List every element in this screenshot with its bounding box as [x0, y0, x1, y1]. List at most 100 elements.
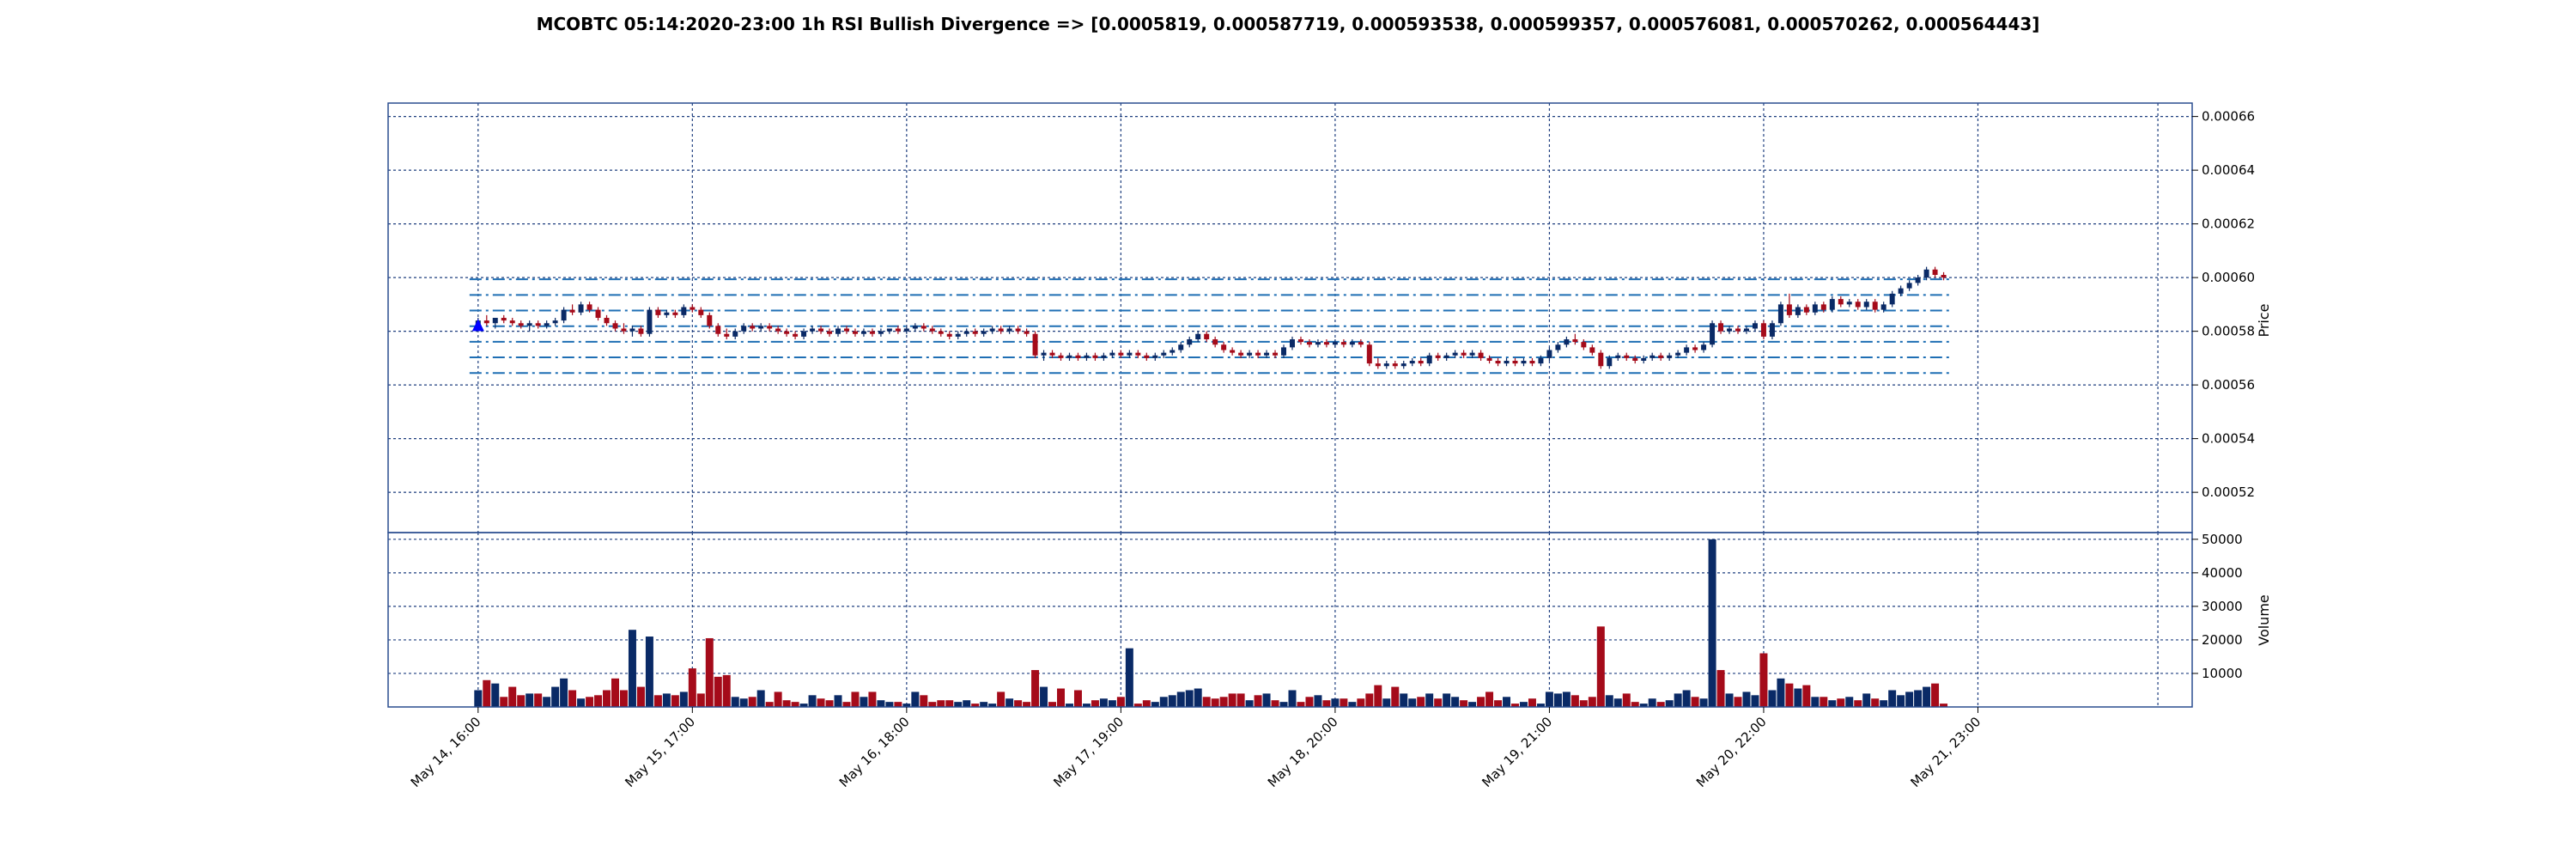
volume-bar	[1194, 688, 1202, 707]
volume-bar	[1691, 697, 1699, 707]
volume-bar	[1005, 698, 1014, 707]
candle-body	[1161, 352, 1167, 356]
volume-bar	[1734, 697, 1742, 707]
volume-bar	[1888, 690, 1897, 707]
volume-bar	[1468, 702, 1477, 707]
volume-bar	[1613, 698, 1622, 707]
candle-body	[578, 304, 584, 313]
volume-bar	[1211, 698, 1219, 707]
candle-body	[1649, 355, 1656, 358]
volume-bar	[963, 700, 971, 707]
volume-bar	[902, 704, 911, 707]
volume-bar	[543, 697, 551, 707]
candle-body	[1735, 328, 1741, 332]
candle-body	[1297, 339, 1303, 343]
candle-body	[492, 318, 498, 324]
candle-body	[629, 328, 635, 332]
volume-bar	[1357, 698, 1365, 707]
price-tick-label: 0.00062	[2202, 216, 2255, 232]
candle-body	[552, 320, 558, 324]
volume-bar	[774, 691, 782, 707]
candle-body	[647, 309, 653, 334]
volume-bar	[997, 691, 1005, 707]
volume-bar	[1768, 690, 1777, 707]
volume-bar	[551, 686, 560, 707]
volume-bar	[1331, 698, 1340, 707]
volume-bar	[1228, 693, 1236, 707]
volume-bar	[1288, 690, 1297, 707]
candle-body	[1006, 328, 1012, 332]
volume-bar	[636, 686, 645, 707]
candle-body	[1273, 352, 1279, 356]
volume-bar	[1133, 704, 1142, 707]
volume-bar	[500, 697, 508, 707]
candle-body	[732, 331, 738, 337]
candle-body	[1641, 357, 1647, 361]
candle-body	[946, 333, 952, 337]
price-tick-label: 0.00054	[2202, 431, 2255, 447]
candle-body	[1195, 333, 1201, 339]
candle-body	[1170, 350, 1176, 353]
candle-body	[518, 323, 524, 326]
volume-bar	[1048, 702, 1057, 707]
candle-body	[1743, 328, 1749, 332]
candle-body	[920, 326, 927, 329]
volume-bar	[868, 691, 877, 707]
candle-body	[1264, 352, 1270, 356]
volume-bar	[980, 702, 988, 707]
volume-tick-label: 40000	[2202, 565, 2243, 581]
volume-bar	[611, 678, 619, 707]
volume-bar	[1553, 693, 1562, 707]
candle-body	[561, 309, 567, 321]
candle-body	[793, 333, 799, 337]
candle-body	[1144, 355, 1150, 358]
volume-bar	[937, 700, 945, 707]
volume-bar	[1365, 693, 1374, 707]
volume-bar	[1897, 695, 1905, 707]
candle-body	[1255, 352, 1261, 356]
candle-body	[1684, 347, 1690, 353]
volume-bar	[1682, 690, 1691, 707]
volume-bar	[1297, 702, 1305, 707]
candle-body	[544, 323, 550, 326]
volume-bar	[491, 683, 500, 707]
volume-bar	[1785, 683, 1794, 707]
candle-body	[1521, 361, 1527, 364]
volume-tick-label: 10000	[2202, 666, 2243, 681]
candle-body	[1829, 299, 1835, 310]
candle-body	[1383, 363, 1389, 367]
candle-body	[860, 331, 866, 334]
candle-body	[1426, 355, 1432, 364]
candle-body	[501, 318, 507, 321]
volume-bar	[517, 695, 526, 707]
candles	[471, 266, 1947, 369]
volume-bar	[1434, 698, 1443, 707]
candle-body	[1923, 269, 1929, 278]
volume-bar	[1871, 698, 1880, 707]
volume-bar	[825, 700, 834, 707]
time-tick-label: May 18, 20:00	[1265, 714, 1341, 790]
volume-bar	[1811, 697, 1820, 707]
volume-bar	[1931, 683, 1940, 707]
volume-bar	[1262, 693, 1271, 707]
volume-bar	[1494, 700, 1503, 707]
volume-bar	[756, 690, 765, 707]
panel-frames	[387, 102, 2193, 708]
candle-body	[1032, 333, 1038, 356]
candle-body	[1152, 355, 1158, 358]
volume-bar	[851, 691, 860, 707]
volume-bar	[731, 697, 739, 707]
volume-bar	[1091, 700, 1099, 707]
candle-body	[526, 323, 532, 326]
candle-body	[1409, 361, 1415, 364]
candle-body	[1667, 355, 1673, 358]
volume-bar	[1374, 685, 1382, 707]
volume-bar	[1382, 698, 1391, 707]
candle-body	[509, 320, 515, 324]
volume-bar	[1116, 697, 1125, 707]
candle-body	[1846, 302, 1852, 305]
candle-body	[698, 309, 704, 315]
volume-bar	[834, 695, 842, 707]
volume-bar	[1271, 700, 1279, 707]
candle-body	[1058, 355, 1064, 358]
